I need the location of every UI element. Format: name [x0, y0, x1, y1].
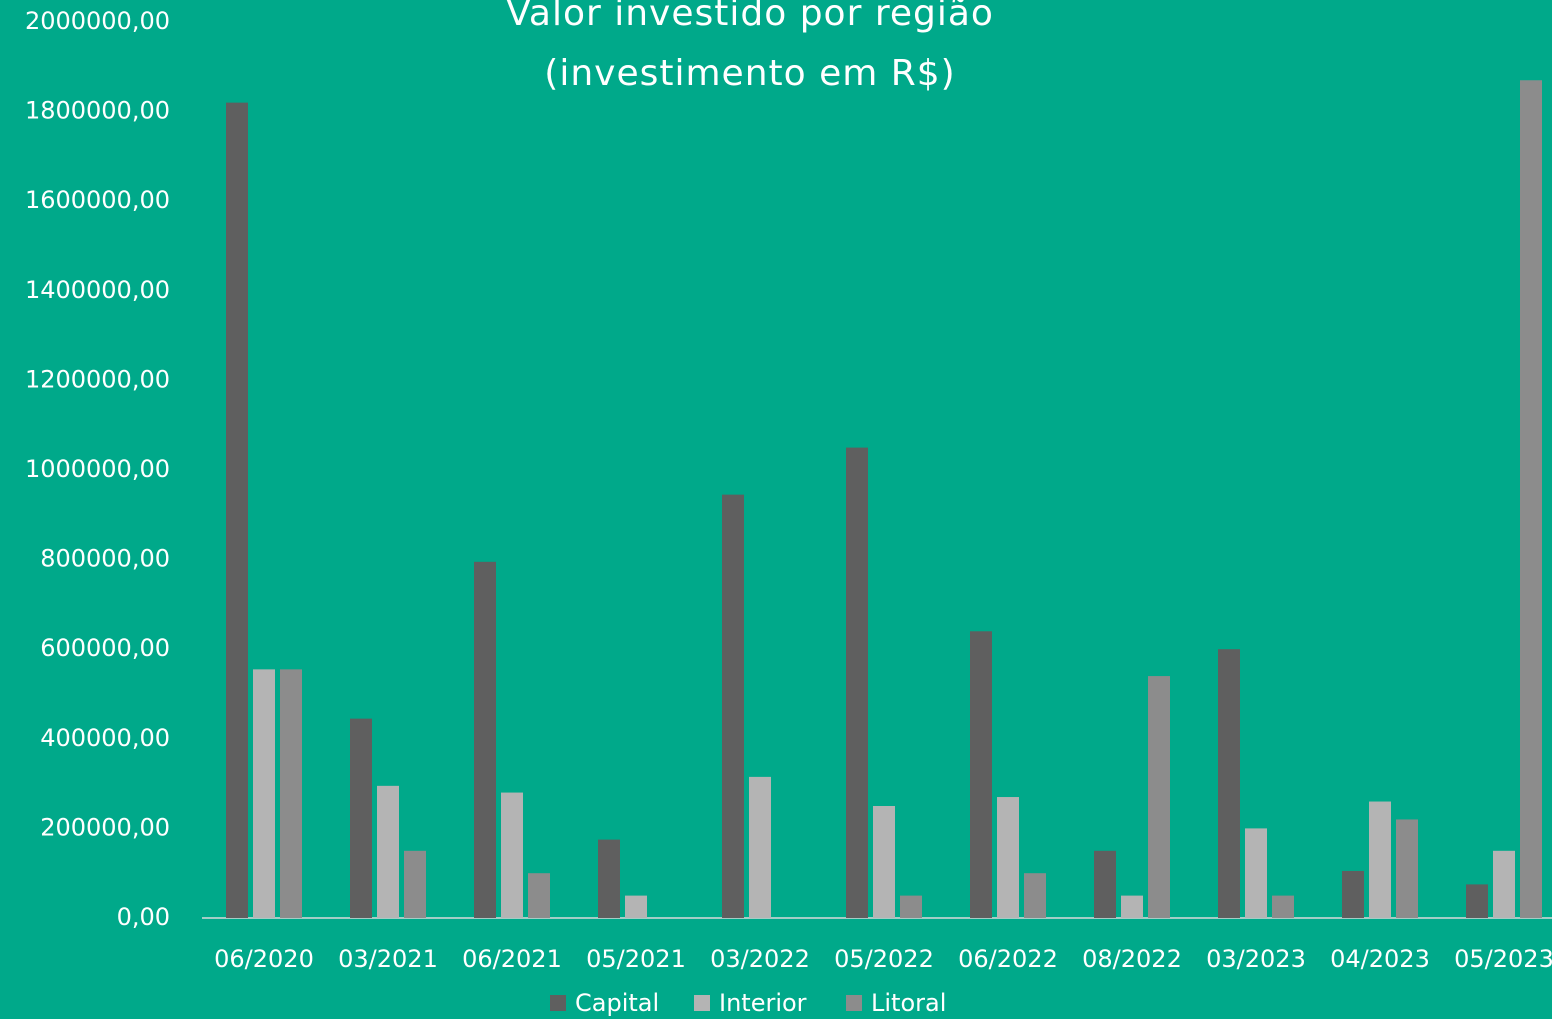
- bar: [1218, 649, 1240, 918]
- bar: [970, 631, 992, 918]
- bar: [404, 850, 426, 918]
- bar: [253, 669, 275, 918]
- bar: [1466, 884, 1488, 918]
- y-tick-label: 1200000,00: [25, 365, 170, 393]
- x-tick-label: 05/2021: [586, 945, 686, 973]
- bar: [528, 873, 550, 918]
- x-tick-label: 05/2022: [834, 945, 934, 973]
- bar: [1396, 819, 1418, 918]
- bar: [280, 669, 302, 918]
- legend-label: Litoral: [871, 989, 946, 1017]
- bar: [1342, 870, 1364, 918]
- y-tick-label: 1400000,00: [25, 276, 170, 304]
- x-tick-label: 06/2020: [214, 945, 314, 973]
- x-tick-label: 08/2022: [1082, 945, 1182, 973]
- y-tick-label: 1000000,00: [25, 455, 170, 483]
- bar: [873, 806, 895, 918]
- bar: [1272, 895, 1294, 918]
- bar: [1148, 676, 1170, 918]
- bar: [900, 895, 922, 918]
- x-tick-label: 04/2023: [1330, 945, 1430, 973]
- y-tick-label: 800000,00: [40, 545, 170, 573]
- bar: [226, 102, 248, 918]
- x-tick-label: 03/2022: [710, 945, 810, 973]
- y-tick-label: 600000,00: [40, 634, 170, 662]
- x-tick-label: 06/2022: [958, 945, 1058, 973]
- chart-title: Valor investido por região: [506, 0, 994, 34]
- x-tick-label: 03/2023: [1206, 945, 1306, 973]
- chart-title: (investimento em R$): [544, 53, 955, 94]
- y-tick-label: 2000000,00: [25, 7, 170, 35]
- bar: [1121, 895, 1143, 918]
- bar: [1520, 80, 1542, 919]
- y-tick-label: 1600000,00: [25, 186, 170, 214]
- bar: [474, 561, 496, 918]
- legend-label: Capital: [575, 989, 659, 1017]
- y-tick-label: 200000,00: [40, 813, 170, 841]
- bar: [997, 797, 1019, 918]
- bar: [625, 895, 647, 918]
- y-tick-label: 400000,00: [40, 724, 170, 752]
- bar: [749, 776, 771, 918]
- bar: [501, 792, 523, 918]
- bar: [846, 447, 868, 918]
- x-tick-label: 06/2021: [462, 945, 562, 973]
- legend-swatch: [694, 995, 710, 1011]
- bar: [598, 839, 620, 918]
- y-tick-label: 0,00: [117, 903, 170, 931]
- legend-swatch: [550, 995, 566, 1011]
- bar: [1094, 850, 1116, 918]
- x-tick-label: 05/2023: [1454, 945, 1552, 973]
- legend-label: Interior: [719, 989, 807, 1017]
- x-tick-label: 03/2021: [338, 945, 438, 973]
- bar: [350, 718, 372, 918]
- bar: [1245, 828, 1267, 918]
- bar: [1493, 850, 1515, 918]
- y-tick-label: 1800000,00: [25, 97, 170, 125]
- bar: [722, 494, 744, 918]
- legend-swatch: [846, 995, 862, 1011]
- bar: [1024, 873, 1046, 918]
- bar: [1369, 801, 1391, 918]
- bar: [377, 785, 399, 918]
